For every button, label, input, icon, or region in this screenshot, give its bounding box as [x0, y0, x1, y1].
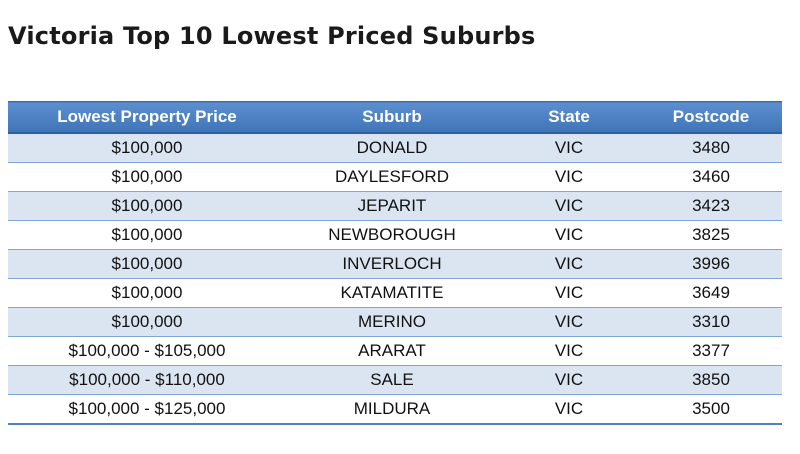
state-cell: VIC	[498, 336, 640, 366]
state-cell: VIC	[498, 191, 640, 221]
page-title: Victoria Top 10 Lowest Priced Suburbs	[8, 22, 536, 50]
price-cell: $100,000	[8, 220, 286, 250]
column-header-postcode: Postcode	[640, 101, 782, 134]
suburb-cell: KATAMATITE	[286, 278, 498, 308]
price-cell: $100,000 - $110,000	[8, 365, 286, 395]
table-row: $100,000 KATAMATITE VIC 3649	[8, 278, 782, 308]
suburb-cell: ARARAT	[286, 336, 498, 366]
price-cell: $100,000	[8, 249, 286, 279]
suburb-cell: INVERLOCH	[286, 249, 498, 279]
postcode-cell: 3310	[640, 307, 782, 337]
header-row: Lowest Property Price Suburb State Postc…	[8, 101, 782, 134]
suburb-cell: MERINO	[286, 307, 498, 337]
state-cell: VIC	[498, 278, 640, 308]
price-cell: $100,000	[8, 278, 286, 308]
state-cell: VIC	[498, 365, 640, 395]
postcode-cell: 3423	[640, 191, 782, 221]
price-cell: $100,000	[8, 191, 286, 221]
column-header-state: State	[498, 101, 640, 134]
postcode-cell: 3377	[640, 336, 782, 366]
suburbs-table: Lowest Property Price Suburb State Postc…	[8, 101, 782, 425]
table-header: Lowest Property Price Suburb State Postc…	[8, 101, 782, 134]
table-row: $100,000 MERINO VIC 3310	[8, 307, 782, 337]
price-cell: $100,000 - $125,000	[8, 394, 286, 425]
state-cell: VIC	[498, 249, 640, 279]
state-cell: VIC	[498, 133, 640, 163]
postcode-cell: 3996	[640, 249, 782, 279]
postcode-cell: 3649	[640, 278, 782, 308]
column-header-price: Lowest Property Price	[8, 101, 286, 134]
price-cell: $100,000	[8, 162, 286, 192]
table-row: $100,000 - $110,000 SALE VIC 3850	[8, 365, 782, 395]
table-row: $100,000 DONALD VIC 3480	[8, 133, 782, 163]
suburb-cell: DAYLESFORD	[286, 162, 498, 192]
suburb-cell: NEWBOROUGH	[286, 220, 498, 250]
suburb-cell: JEPARIT	[286, 191, 498, 221]
postcode-cell: 3850	[640, 365, 782, 395]
table-body: $100,000 DONALD VIC 3480 $100,000 DAYLES…	[8, 133, 782, 425]
price-cell: $100,000	[8, 307, 286, 337]
price-cell: $100,000 - $105,000	[8, 336, 286, 366]
table-row: $100,000 INVERLOCH VIC 3996	[8, 249, 782, 279]
postcode-cell: 3480	[640, 133, 782, 163]
table-row: $100,000 - $105,000 ARARAT VIC 3377	[8, 336, 782, 366]
state-cell: VIC	[498, 307, 640, 337]
postcode-cell: 3825	[640, 220, 782, 250]
table-row: $100,000 - $125,000 MILDURA VIC 3500	[8, 394, 782, 425]
suburb-cell: SALE	[286, 365, 498, 395]
postcode-cell: 3460	[640, 162, 782, 192]
suburb-cell: MILDURA	[286, 394, 498, 425]
table-row: $100,000 DAYLESFORD VIC 3460	[8, 162, 782, 192]
state-cell: VIC	[498, 220, 640, 250]
column-header-suburb: Suburb	[286, 101, 498, 134]
suburb-cell: DONALD	[286, 133, 498, 163]
postcode-cell: 3500	[640, 394, 782, 425]
state-cell: VIC	[498, 394, 640, 425]
table-row: $100,000 JEPARIT VIC 3423	[8, 191, 782, 221]
price-cell: $100,000	[8, 133, 286, 163]
state-cell: VIC	[498, 162, 640, 192]
table-row: $100,000 NEWBOROUGH VIC 3825	[8, 220, 782, 250]
